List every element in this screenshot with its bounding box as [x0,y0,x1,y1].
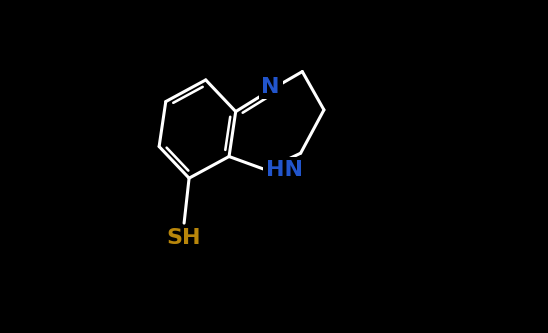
Text: N: N [261,77,280,97]
Text: HN: HN [266,160,302,180]
Text: SH: SH [167,228,201,248]
